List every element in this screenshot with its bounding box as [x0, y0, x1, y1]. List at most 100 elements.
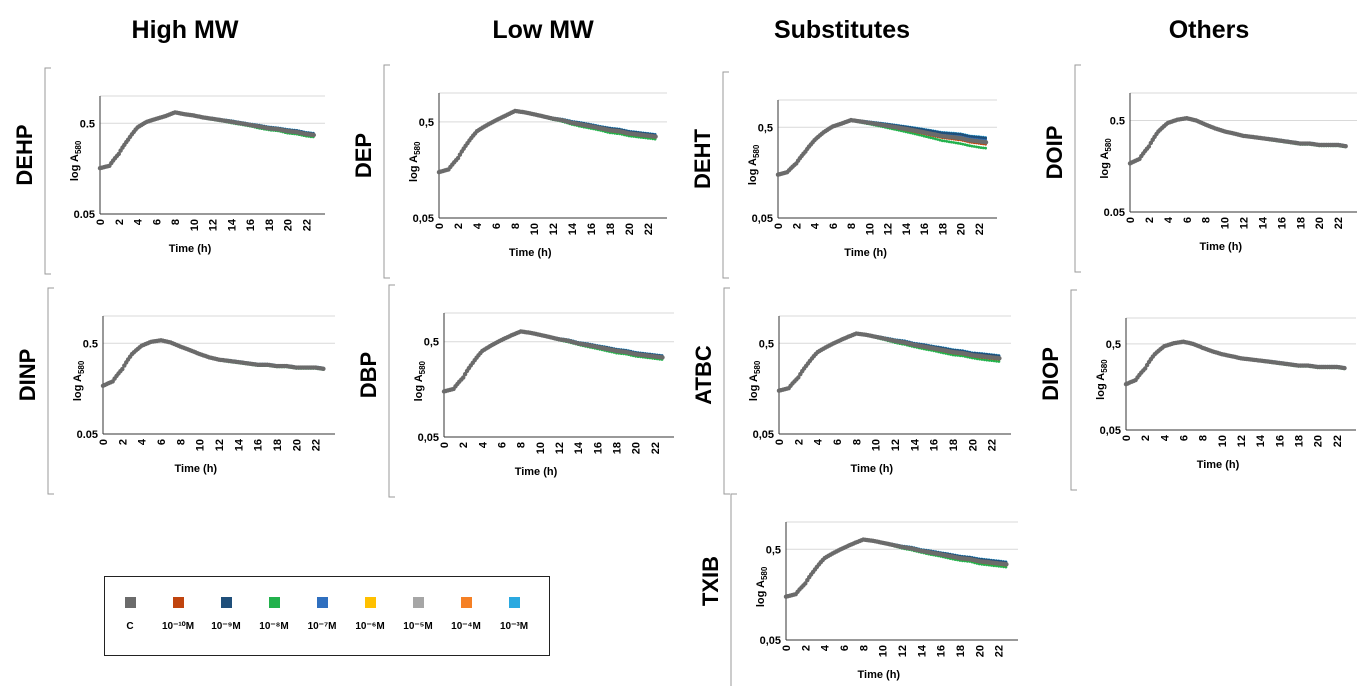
y-axis-label: log A580: [408, 141, 422, 182]
compound-label: DINP: [15, 349, 40, 402]
control-point: [983, 140, 989, 145]
x-tick-label: 0: [434, 223, 446, 229]
x-tick-label: 0: [95, 219, 107, 225]
x-tick-label: 8: [170, 219, 182, 225]
column-title-others: Others: [1168, 16, 1250, 44]
y-tick-label: 0,05: [413, 213, 434, 225]
x-tick-label: 14: [233, 438, 245, 451]
x-tick-label: 20: [956, 223, 968, 235]
x-tick-label: 2: [453, 223, 465, 229]
x-tick-label: 22: [650, 442, 662, 454]
x-tick-label: 4: [472, 222, 484, 229]
y-tick-label: 0,5: [424, 337, 439, 349]
x-tick-label: 22: [311, 439, 323, 451]
x-tick-label: 16: [919, 223, 931, 235]
compound-label: DBP: [356, 352, 381, 398]
x-tick-label: 18: [264, 219, 276, 231]
x-tick-label: 16: [253, 439, 265, 451]
x-tick-label: 4: [1163, 216, 1175, 223]
y-axis-label-subscript: 580: [1104, 138, 1113, 152]
y-tick-label: 0.05: [1104, 207, 1125, 219]
x-tick-label: 2: [114, 219, 126, 225]
x-tick-label: 8: [1201, 217, 1213, 223]
panel-bracket: [1074, 64, 1081, 273]
series-control: [97, 110, 316, 171]
data-point: [959, 142, 962, 146]
x-tick-label: 4: [133, 218, 145, 225]
x-tick-label: 4: [477, 441, 489, 448]
series-control: [1127, 116, 1348, 166]
y-tick-label: 0.5: [83, 338, 98, 350]
series-3: [101, 338, 325, 388]
x-tick-label: 2: [117, 439, 129, 445]
y-tick-label: 0,05: [752, 213, 773, 225]
control-point: [1343, 144, 1348, 149]
data-point: [965, 143, 969, 147]
y-axis-label-main: log A: [69, 154, 81, 181]
x-tick-label: 14: [901, 222, 913, 235]
y-axis-label: log A580: [72, 360, 86, 401]
x-tick-label: 16: [586, 223, 598, 235]
x-axis-label: Time (h): [509, 247, 552, 259]
x-tick-label: 10: [189, 219, 201, 231]
data-point: [922, 134, 926, 138]
x-tick-label: 2: [458, 442, 470, 448]
compound-label: DOIP: [1042, 126, 1067, 180]
x-tick-label: 14: [573, 441, 585, 454]
x-tick-label: 12: [554, 442, 566, 454]
x-tick-label: 6: [497, 442, 509, 448]
x-tick-label: 6: [156, 439, 168, 445]
x-tick-label: 10: [1220, 217, 1232, 229]
x-tick-label: 20: [283, 219, 295, 231]
control-point: [653, 134, 658, 139]
x-tick-label: 20: [624, 223, 636, 235]
x-tick-label: 0: [1125, 217, 1137, 223]
series-2: [1128, 116, 1347, 165]
x-tick-label: 0: [773, 223, 785, 229]
x-tick-label: 6: [1182, 217, 1194, 223]
series-1: [1128, 116, 1347, 165]
y-axis-label-main: log A: [1099, 152, 1111, 179]
y-axis-label: log A580: [69, 140, 83, 181]
y-axis-label: log A580: [747, 144, 761, 185]
panel-bracket: [388, 284, 395, 498]
x-tick-label: 0: [439, 442, 451, 448]
y-tick-label: 0.05: [74, 209, 95, 221]
y-axis-label-subscript: 580: [418, 360, 427, 374]
x-tick-label: 16: [592, 442, 604, 454]
x-tick-label: 22: [301, 219, 313, 231]
compound-label: DEHT: [690, 128, 715, 188]
x-tick-label: 10: [535, 442, 547, 454]
x-tick-label: 12: [1239, 217, 1251, 229]
x-tick-label: 14: [567, 222, 579, 235]
x-tick-label: 8: [516, 442, 528, 448]
series-5: [1128, 116, 1347, 165]
series-6: [1128, 116, 1347, 165]
y-tick-label: 0.05: [77, 429, 98, 441]
series-control: [100, 338, 326, 388]
column-title-substitutes: Substitutes: [773, 16, 911, 44]
control-point: [321, 366, 326, 371]
x-tick-label: 2: [791, 223, 803, 229]
x-tick-label: 14: [226, 218, 238, 231]
x-tick-label: 18: [612, 442, 624, 454]
x-tick-label: 18: [937, 223, 949, 235]
x-tick-label: 6: [491, 223, 503, 229]
x-tick-label: 18: [1295, 217, 1307, 229]
x-tick-label: 10: [195, 439, 207, 451]
x-tick-label: 22: [974, 223, 986, 235]
data-point: [984, 136, 987, 140]
series-8: [1128, 116, 1347, 165]
series-4: [1128, 116, 1347, 165]
x-tick-label: 10: [529, 223, 541, 235]
series-7: [101, 338, 325, 388]
y-axis-label: log A580: [1099, 138, 1113, 179]
x-tick-label: 22: [1333, 217, 1345, 229]
x-tick-label: 18: [605, 223, 617, 235]
y-tick-label: 0,5: [758, 122, 773, 134]
x-tick-label: 0: [98, 439, 110, 445]
